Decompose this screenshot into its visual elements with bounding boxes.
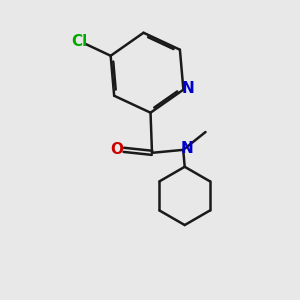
Text: N: N: [181, 141, 194, 156]
Text: N: N: [182, 81, 194, 96]
Text: O: O: [110, 142, 123, 157]
Text: Cl: Cl: [71, 34, 88, 49]
